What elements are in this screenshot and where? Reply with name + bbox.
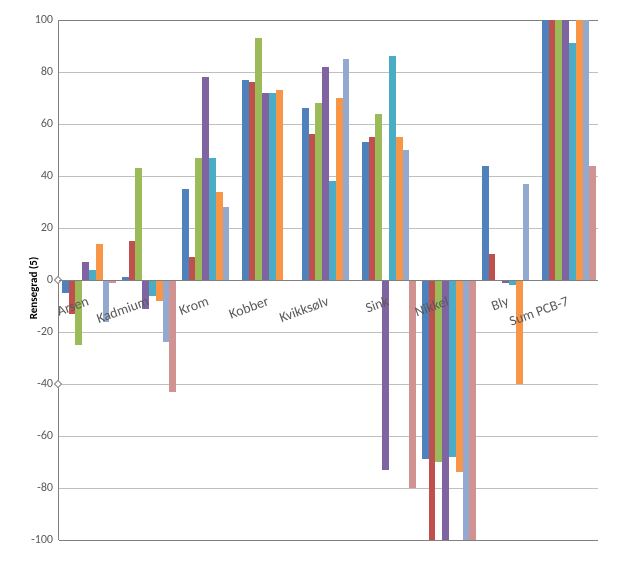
- bar: [583, 20, 590, 280]
- bar: [189, 257, 196, 280]
- gridline: [59, 540, 598, 541]
- ytick-label: 80: [41, 65, 53, 79]
- bar: [336, 98, 343, 280]
- ytick-label: 0: [47, 273, 53, 287]
- bar: [396, 137, 403, 280]
- bar: [523, 184, 530, 280]
- bar: [249, 82, 256, 280]
- bar: [329, 181, 336, 280]
- bar: [569, 43, 576, 280]
- bar: [182, 189, 189, 280]
- ytick-label: -60: [37, 429, 53, 443]
- ytick-label: 40: [41, 169, 53, 183]
- bar: [542, 20, 549, 280]
- bar: [375, 114, 382, 280]
- bar: [389, 56, 396, 280]
- bar: [223, 207, 230, 280]
- bar: [135, 168, 142, 280]
- bar: [576, 20, 583, 280]
- bar: [156, 280, 163, 301]
- bar: [129, 241, 136, 280]
- bar: [269, 93, 276, 280]
- bar: [343, 59, 350, 280]
- bar: [209, 158, 216, 280]
- chart-container: Rensegrad (5) -100-80-60-40-200204060801…: [0, 0, 622, 576]
- bar: [562, 20, 569, 280]
- gridline: [59, 488, 598, 489]
- ytick-label: 100: [35, 13, 53, 27]
- ytick-label: 60: [41, 117, 53, 131]
- bar: [302, 108, 309, 280]
- bar: [309, 134, 316, 280]
- bar: [516, 280, 523, 384]
- bar: [62, 280, 69, 293]
- plot-area: -100-80-60-40-20020406080100ArsenKadmium…: [58, 20, 598, 540]
- bar: [403, 150, 410, 280]
- bar: [362, 142, 369, 280]
- gridline: [59, 384, 598, 385]
- bar: [369, 137, 376, 280]
- ytick-label: -100: [31, 533, 53, 547]
- bar: [482, 166, 489, 280]
- bar: [82, 262, 89, 280]
- bar: [549, 20, 556, 280]
- gridline: [59, 436, 598, 437]
- bar: [315, 103, 322, 280]
- bar: [255, 38, 262, 280]
- bar: [89, 270, 96, 280]
- ytick-label: 20: [41, 221, 53, 235]
- bar: [589, 166, 596, 280]
- ytick-label: -40: [37, 377, 53, 391]
- zero-axis: [59, 280, 598, 281]
- bar: [216, 192, 223, 280]
- axis-marker: [54, 380, 62, 388]
- bar: [276, 90, 283, 280]
- bar: [242, 80, 249, 280]
- bar: [96, 244, 103, 280]
- bar: [489, 254, 496, 280]
- bar: [149, 280, 156, 296]
- bar: [555, 20, 562, 280]
- gridline: [59, 20, 598, 21]
- bar: [202, 77, 209, 280]
- ytick-label: -80: [37, 481, 53, 495]
- bar: [195, 158, 202, 280]
- bar: [322, 67, 329, 280]
- bar: [262, 93, 269, 280]
